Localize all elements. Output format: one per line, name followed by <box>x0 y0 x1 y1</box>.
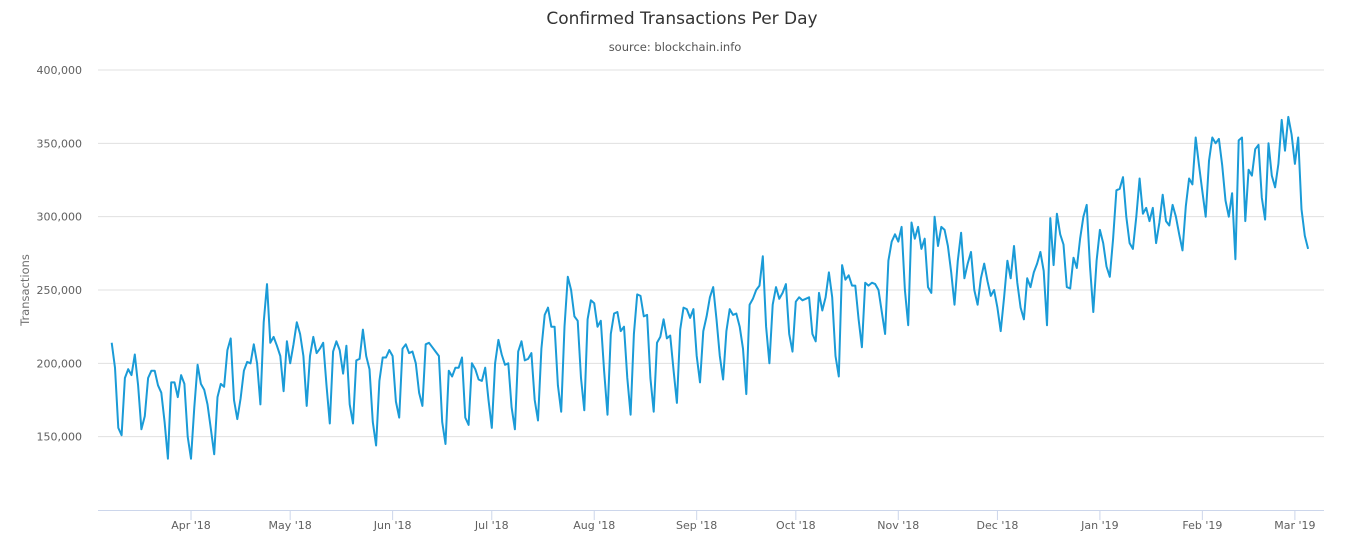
x-tick-label: Oct '18 <box>776 519 816 532</box>
x-tick-label: Apr '18 <box>171 519 211 532</box>
x-tick-label: Mar '19 <box>1274 519 1315 532</box>
y-tick-label: 200,000 <box>37 357 83 370</box>
y-axis: 150,000 200,000 250,000 300,000 350,000 400,0… <box>37 64 83 444</box>
y-tick-label: 150,000 <box>37 431 83 444</box>
gridlines <box>98 69 1324 438</box>
x-tick-label: Jun '18 <box>373 519 412 532</box>
chart-title: Confirmed Transactions Per Day <box>546 9 817 29</box>
series-line-transactions <box>110 115 1310 460</box>
y-tick-label: 400,000 <box>37 64 83 77</box>
x-axis: Apr '18 May '18 Jun '18 Jul '18 Aug '18 Sep '… <box>98 510 1324 532</box>
y-tick-label: 300,000 <box>37 211 83 224</box>
y-axis-title: Transactions <box>18 254 32 327</box>
x-tick-label: Jul '18 <box>474 519 509 532</box>
y-tick-label: 350,000 <box>37 137 83 150</box>
chart-subtitle: source: blockchain.info <box>609 40 742 54</box>
x-tick-label: Dec '18 <box>977 519 1019 532</box>
y-tick-label: 250,000 <box>37 284 83 297</box>
x-tick-label: Aug '18 <box>573 519 615 532</box>
x-tick-label: Feb '19 <box>1182 519 1222 532</box>
x-tick-label: Jan '19 <box>1080 519 1118 532</box>
x-tick-label: May '18 <box>269 519 312 532</box>
x-tick-label: Sep '18 <box>676 519 717 532</box>
x-tick-label: Nov '18 <box>877 519 919 532</box>
